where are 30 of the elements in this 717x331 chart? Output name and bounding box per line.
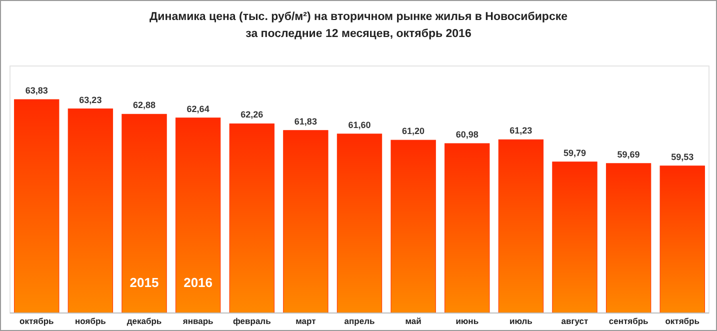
x-tick-label: январь (182, 316, 214, 326)
x-tick-label: август (561, 316, 588, 326)
data-label: 61,20 (402, 126, 425, 136)
x-tick-label: сентябрь (608, 316, 648, 326)
data-label: 59,79 (563, 148, 586, 158)
data-label: 61,60 (348, 120, 371, 130)
x-tick-label: июль (509, 316, 532, 326)
data-label: 62,26 (240, 110, 264, 120)
data-label: 60,98 (456, 129, 478, 140)
data-label: 59,53 (671, 152, 694, 162)
data-label: 61,83 (294, 116, 317, 126)
x-tick-label: февраль (232, 316, 271, 326)
chart-subtitle: за последние 12 месяцев, октябрь 2016 (246, 28, 472, 40)
x-tick-label: ноябрь (75, 316, 106, 326)
x-tick-label: декабрь (126, 316, 162, 326)
x-tick-label: октябрь (20, 316, 54, 326)
x-tick-label: март (296, 316, 316, 326)
data-label: 59,69 (617, 149, 640, 160)
annotation: 2015 (130, 275, 159, 290)
chart-title: Динамика цена (тыс. руб/м²) на вторичном рынке жилья в Новосибирске (149, 11, 568, 23)
data-label: 62,64 (186, 104, 210, 114)
data-label: 63,83 (25, 86, 48, 96)
data-label: 63,23 (79, 94, 102, 105)
x-tick-label: апрель (344, 316, 375, 326)
x-tick-label: июнь (456, 316, 479, 326)
x-tick-label: май (405, 316, 422, 326)
annotation: 2016 (184, 275, 213, 290)
data-label: 61,23 (510, 126, 532, 136)
data-label: 62,88 (132, 100, 156, 110)
x-tick-label: октябрь (665, 316, 700, 326)
